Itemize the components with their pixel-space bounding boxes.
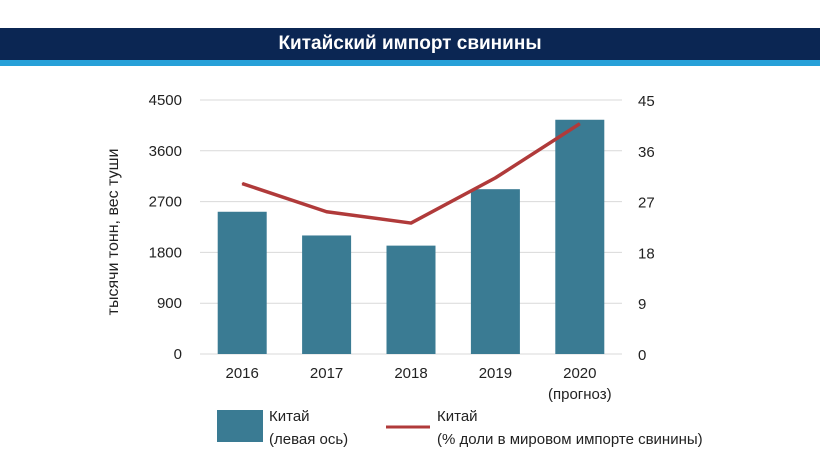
- bar: [302, 235, 352, 354]
- y2-tick-label: 36: [638, 144, 655, 161]
- y2-tick-label: 45: [638, 93, 655, 110]
- bar-series: [217, 119, 605, 354]
- legend-line-sublabel: (% доли в мировом импорте свинины): [437, 431, 703, 448]
- line-point: [241, 183, 243, 185]
- bar: [386, 245, 436, 354]
- line-point: [326, 211, 328, 213]
- y2-tick-label: 18: [638, 245, 655, 262]
- chart-title: Китайский импорт свинины: [278, 33, 542, 54]
- y-tick-label: 4500: [149, 92, 182, 109]
- y-tick-label: 3600: [149, 143, 182, 160]
- bar: [217, 211, 267, 354]
- x-tick-label: 2016: [226, 365, 259, 382]
- bar: [470, 189, 520, 354]
- bar: [555, 119, 605, 354]
- line-point: [494, 177, 496, 179]
- x-axis-ticks: 2016 2017 2018 2019 2020 (прогноз): [226, 365, 612, 403]
- chart-title-bar: Китайский импорт свинины: [0, 28, 820, 60]
- y-tick-label: 1800: [149, 244, 182, 261]
- legend-bar-sublabel: (левая ось): [269, 431, 348, 448]
- y2-tick-label: 27: [638, 195, 655, 212]
- legend: Китай (левая ось) Китай (% доли в мирово…: [217, 408, 703, 448]
- y-tick-label: 2700: [149, 194, 182, 211]
- y-tick-label: 0: [174, 346, 182, 363]
- line-point: [579, 123, 581, 125]
- legend-bar-swatch: [217, 410, 263, 442]
- y2-tick-label: 0: [638, 347, 646, 364]
- y-tick-label: 900: [157, 295, 182, 312]
- x-tick-sublabel: (прогноз): [548, 386, 612, 403]
- left-axis-ticks: 0 900 1800 2700 3600 4500: [149, 92, 182, 363]
- legend-bar-label: Китай: [269, 408, 310, 425]
- y2-tick-label: 9: [638, 296, 646, 313]
- line-point: [410, 222, 412, 224]
- title-accent-stripe: [0, 60, 820, 66]
- right-axis-ticks: 0 9 18 27 36 45: [638, 93, 655, 364]
- share-line: [241, 122, 581, 225]
- x-tick-label: 2020: [563, 365, 596, 382]
- y-axis-title: тысячи тонн, вес туши: [105, 149, 122, 316]
- line-series: [241, 122, 581, 225]
- legend-line-label: Китай: [437, 408, 478, 425]
- x-tick-label: 2018: [394, 365, 427, 382]
- x-tick-label: 2017: [310, 365, 343, 382]
- x-tick-label: 2019: [479, 365, 512, 382]
